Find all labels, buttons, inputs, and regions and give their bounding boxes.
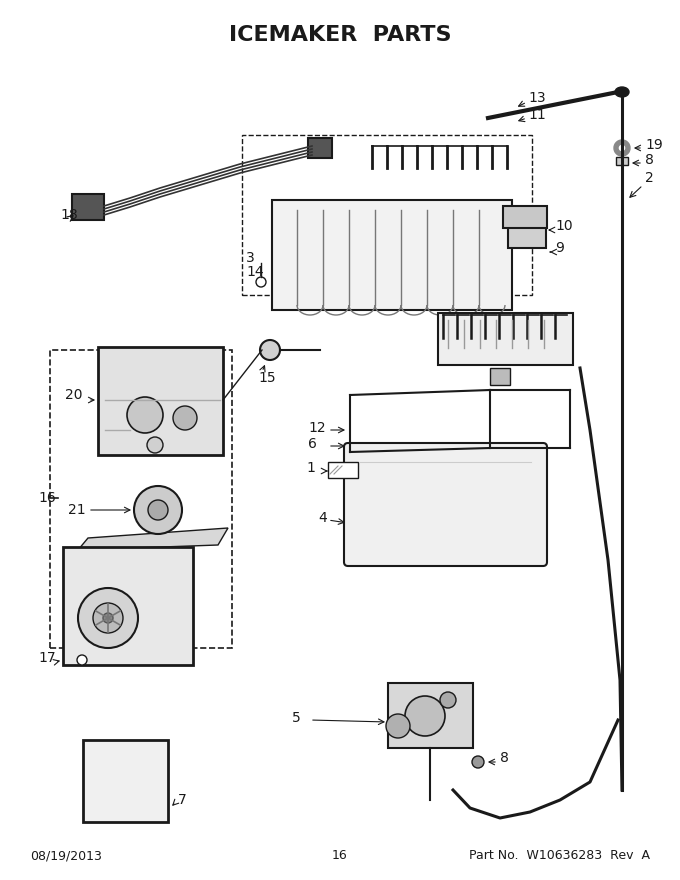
Circle shape <box>148 500 168 520</box>
Text: 8: 8 <box>500 751 509 765</box>
Text: 12: 12 <box>308 421 326 435</box>
Text: 5: 5 <box>292 711 301 725</box>
Bar <box>503 206 547 228</box>
Text: 19: 19 <box>645 138 663 152</box>
Bar <box>272 200 512 310</box>
Circle shape <box>440 692 456 708</box>
Polygon shape <box>490 368 510 385</box>
Circle shape <box>405 696 445 736</box>
Circle shape <box>77 655 87 665</box>
Bar <box>242 135 532 295</box>
Text: 11: 11 <box>528 108 546 122</box>
Text: 14: 14 <box>246 265 264 279</box>
Text: 16: 16 <box>38 491 56 505</box>
Circle shape <box>472 756 484 768</box>
Circle shape <box>127 397 163 433</box>
Circle shape <box>386 714 410 738</box>
Circle shape <box>78 588 138 648</box>
Circle shape <box>147 437 163 453</box>
Circle shape <box>173 406 197 430</box>
Bar <box>83 740 168 822</box>
Text: 8: 8 <box>645 153 654 167</box>
Bar <box>63 547 193 665</box>
Text: 1: 1 <box>306 461 315 475</box>
Bar <box>98 347 223 455</box>
Bar <box>328 462 358 478</box>
Polygon shape <box>78 528 228 550</box>
Bar <box>508 210 546 248</box>
Text: 4: 4 <box>318 511 327 525</box>
Text: 20: 20 <box>65 388 82 402</box>
FancyBboxPatch shape <box>344 443 547 566</box>
Circle shape <box>260 340 280 360</box>
Text: 6: 6 <box>308 437 317 451</box>
Bar <box>616 157 628 165</box>
Ellipse shape <box>615 87 629 97</box>
Text: 15: 15 <box>258 371 275 385</box>
Bar <box>388 683 473 748</box>
Text: 21: 21 <box>68 503 86 517</box>
Text: 3: 3 <box>246 251 255 265</box>
Text: 9: 9 <box>555 241 564 255</box>
Text: 10: 10 <box>555 219 573 233</box>
Text: Part No.  W10636283  Rev  A: Part No. W10636283 Rev A <box>469 849 650 862</box>
Text: ICEMAKER  PARTS: ICEMAKER PARTS <box>228 25 452 45</box>
Circle shape <box>256 277 266 287</box>
Text: 2: 2 <box>645 171 653 185</box>
Text: 08/19/2013: 08/19/2013 <box>30 849 102 862</box>
Bar <box>72 194 104 220</box>
Text: 17: 17 <box>38 651 56 665</box>
Text: 7: 7 <box>178 793 187 807</box>
Circle shape <box>93 603 123 633</box>
Bar <box>438 313 573 365</box>
Circle shape <box>103 613 113 623</box>
Text: 13: 13 <box>528 91 545 105</box>
Circle shape <box>134 486 182 534</box>
Bar <box>50 350 232 648</box>
Bar <box>308 138 332 158</box>
Text: 18: 18 <box>60 208 78 222</box>
Text: 16: 16 <box>332 849 348 862</box>
